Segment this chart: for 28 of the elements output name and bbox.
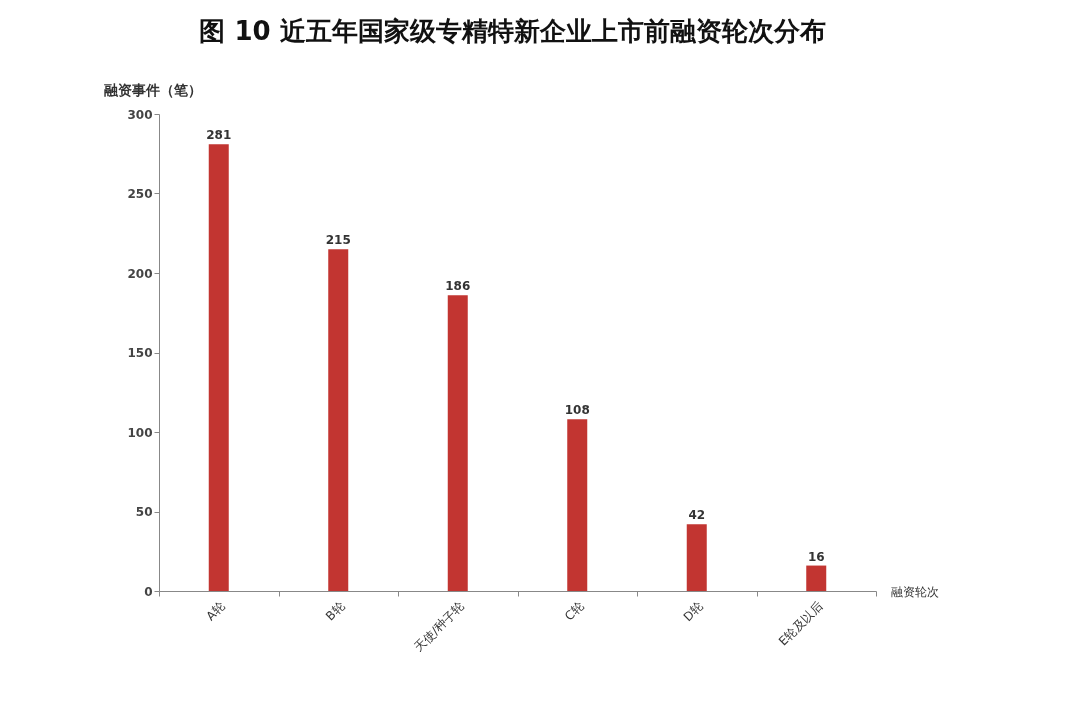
data-label: 108: [564, 403, 590, 418]
data-label: 281: [206, 128, 232, 143]
bar: [567, 419, 588, 591]
x-tick-label: E轮及以后: [776, 599, 826, 649]
y-tick-label: 50: [135, 505, 153, 519]
data-label: 186: [445, 279, 471, 294]
x-tick-label: B轮: [323, 599, 348, 624]
data-label: 42: [688, 508, 706, 523]
x-tick-label: A轮: [203, 599, 228, 624]
y-axis-title: 融资事件（笔）: [103, 81, 202, 98]
y-tick-label: 300: [127, 107, 153, 122]
data-label: 215: [325, 233, 351, 248]
bar: [328, 249, 349, 591]
bar: [686, 524, 707, 591]
bar: [806, 565, 827, 591]
y-tick-label: 200: [127, 266, 153, 281]
bar: [447, 295, 468, 591]
x-tick-label: 天使/种子轮: [411, 599, 467, 655]
y-tick-label: 0: [144, 584, 153, 599]
bar: [208, 144, 229, 591]
data-label: 16: [807, 549, 825, 564]
x-tick-label: C轮: [561, 599, 587, 624]
x-axis-title: 融资轮次: [890, 584, 939, 599]
chart-title: 图 10 近五年国家级专精特新企业上市前融资轮次分布: [199, 16, 826, 46]
y-tick-label: 100: [127, 425, 153, 440]
x-tick-label: D轮: [680, 599, 706, 625]
y-tick-label: 150: [127, 346, 153, 360]
y-tick-label: 250: [127, 187, 153, 201]
